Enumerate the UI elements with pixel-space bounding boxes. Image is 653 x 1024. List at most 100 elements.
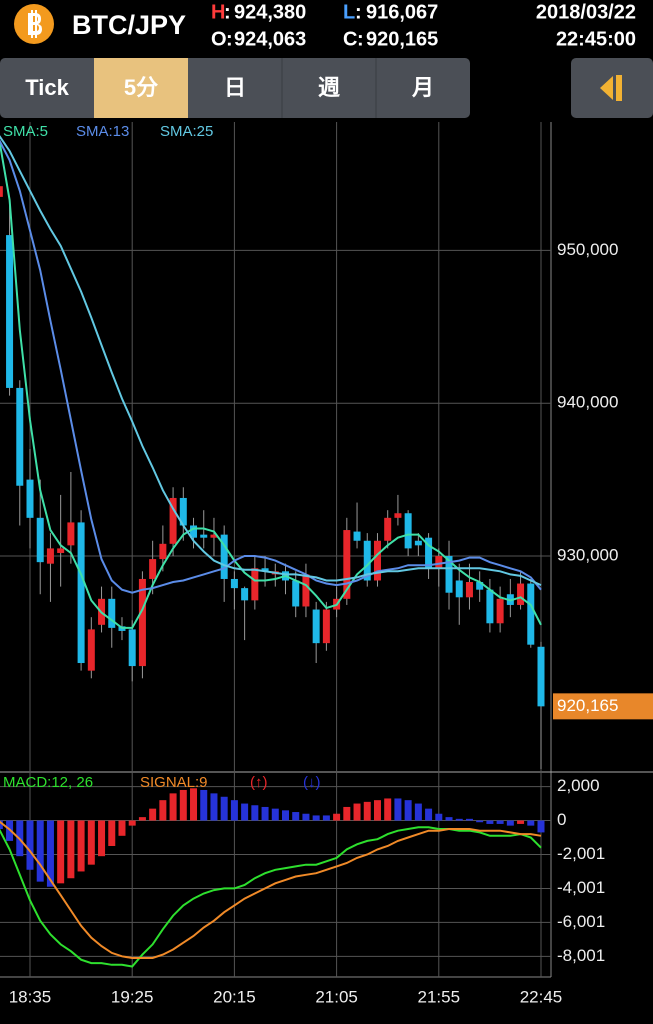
histogram-bar <box>138 817 146 821</box>
candle-body <box>200 534 208 538</box>
close-key: C <box>343 28 357 50</box>
candle-body <box>445 556 453 593</box>
histogram-bar <box>455 818 463 821</box>
y-tick-label: -4,001 <box>557 878 605 897</box>
candle-body <box>537 646 545 707</box>
legend-entry: SMA:25 <box>160 123 213 140</box>
histogram-bar <box>241 803 249 821</box>
histogram-bar <box>36 820 44 882</box>
candle-body <box>6 235 14 388</box>
histogram-bar <box>210 793 218 821</box>
candle-body <box>517 583 525 605</box>
candle-body <box>241 588 249 601</box>
y-tick-label: 0 <box>557 810 566 829</box>
histogram-bar <box>128 820 136 826</box>
candle-body <box>251 568 259 601</box>
histogram-bar <box>425 808 433 821</box>
candle-body <box>343 530 351 599</box>
histogram-bar <box>179 789 187 821</box>
candle-body <box>179 497 187 526</box>
candles <box>0 135 545 769</box>
histogram-bar <box>149 808 157 821</box>
candle-body <box>108 598 116 628</box>
histogram-bar <box>312 815 320 821</box>
histogram-bar <box>230 800 238 821</box>
candle-body <box>138 578 146 667</box>
candle-body <box>149 559 157 579</box>
legend-entry: SMA:13 <box>76 123 129 140</box>
line-series <box>0 135 542 587</box>
colon: : <box>355 1 362 23</box>
histogram-bar <box>517 820 525 824</box>
candle-body <box>169 497 177 544</box>
histogram-bar <box>486 820 494 824</box>
date: 2018/03/22 <box>536 1 636 23</box>
histogram-bar <box>26 820 34 870</box>
open-key: O <box>211 28 227 50</box>
histogram-bar <box>343 806 351 821</box>
colon: : <box>226 28 233 50</box>
candle-body <box>128 629 136 667</box>
candle-body <box>373 540 381 581</box>
histogram-bar <box>0 820 3 830</box>
legend-entry: SIGNAL:9 <box>140 774 208 791</box>
histogram-bar <box>261 806 269 821</box>
candle-body <box>16 387 24 486</box>
candle-body <box>465 582 473 598</box>
collapse-button[interactable] <box>571 58 653 118</box>
candle-body <box>384 517 392 541</box>
histogram-bar <box>394 798 402 821</box>
histogram-bar <box>108 820 116 846</box>
candle-body <box>77 522 85 664</box>
tab[interactable]: 週 <box>318 75 340 100</box>
x-tick-label: 21:05 <box>315 987 358 1006</box>
histogram-bar <box>67 820 75 879</box>
histogram-bar <box>190 788 198 821</box>
histogram-bar <box>118 820 126 836</box>
x-tick-label: 22:45 <box>520 987 563 1006</box>
low-value: 916,067 <box>366 1 438 23</box>
candle-body <box>394 513 402 518</box>
candle-body <box>292 580 300 607</box>
y-tick-label: 940,000 <box>557 393 618 412</box>
histogram-bar <box>496 820 504 824</box>
histogram-bar <box>159 800 167 821</box>
candle-body <box>527 583 535 645</box>
candle-body <box>322 609 330 644</box>
candle-body <box>57 548 65 553</box>
y-tick-label: -8,001 <box>557 946 605 965</box>
histogram-bar <box>363 801 371 821</box>
candle-body <box>0 186 3 197</box>
candle-body <box>210 534 218 538</box>
histogram-bar <box>292 812 300 821</box>
histogram-bar <box>251 805 259 821</box>
x-tick-label: 19:25 <box>111 987 154 1006</box>
y-tick-label: -6,001 <box>557 912 605 931</box>
tab[interactable]: 5分 <box>124 75 158 100</box>
low-key: L <box>343 1 355 23</box>
histogram-bar <box>435 813 443 821</box>
y-tick-label: 930,000 <box>557 546 618 565</box>
y-tick-label: -2,001 <box>557 844 605 863</box>
candle-body <box>312 609 320 644</box>
candle-body <box>455 580 463 598</box>
histogram-bar <box>77 820 85 872</box>
histogram-bar <box>384 798 392 821</box>
candle-body <box>486 589 494 624</box>
candle-body <box>26 479 34 518</box>
tab[interactable]: 日 <box>224 75 246 100</box>
histogram-bar <box>87 820 95 865</box>
tab[interactable]: 月 <box>411 75 434 100</box>
candle-body <box>496 598 504 624</box>
candle-body <box>159 543 167 560</box>
candle-body <box>230 578 238 589</box>
histogram-bar <box>353 803 361 821</box>
tab-selected-bg <box>94 58 188 118</box>
candle-body <box>425 537 433 569</box>
histogram-bar <box>476 820 484 823</box>
histogram-bar <box>414 803 422 821</box>
tab[interactable]: Tick <box>25 75 69 100</box>
candle-body <box>220 534 228 579</box>
candle-body <box>404 513 412 549</box>
